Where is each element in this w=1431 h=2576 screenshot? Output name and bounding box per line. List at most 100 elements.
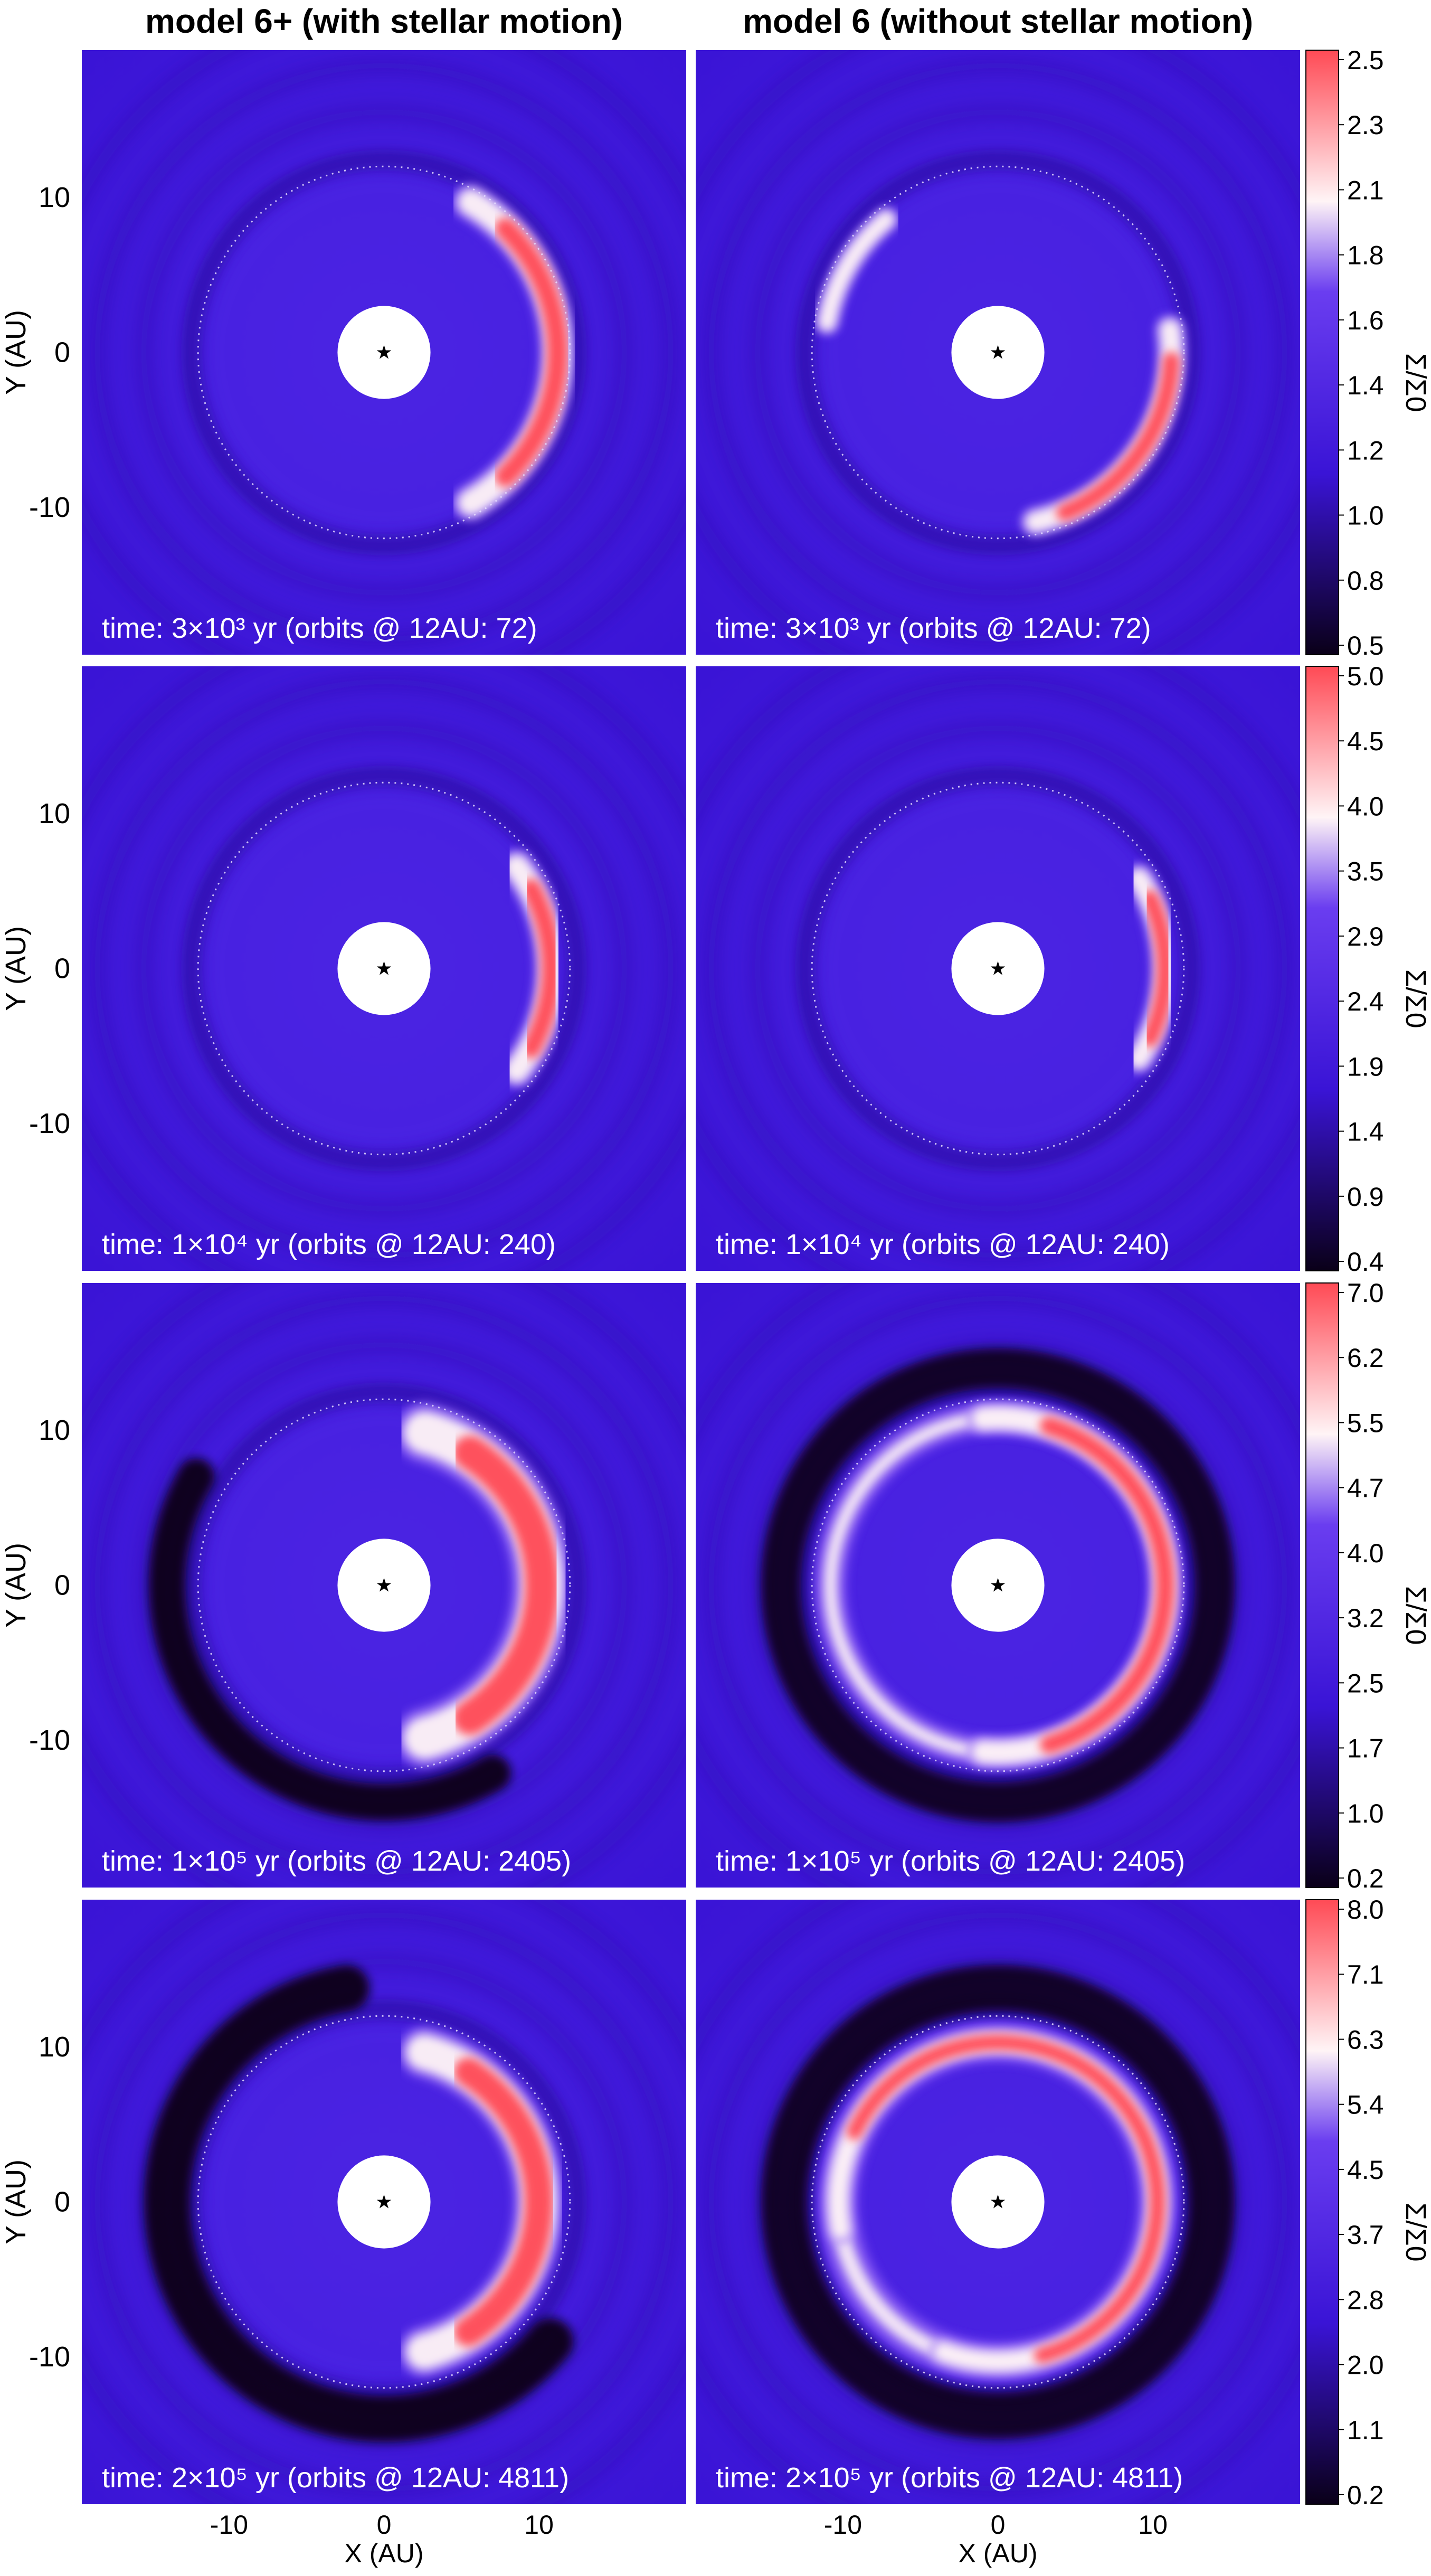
colorbar-tick-label: 1.9 <box>1347 1052 1384 1081</box>
x-tick-label: -10 <box>210 2510 248 2540</box>
star-icon: ★ <box>989 958 1006 979</box>
colorbar-tick-label: 3.5 <box>1347 857 1384 886</box>
wave-ring <box>705 1909 1291 2495</box>
dark-arc <box>144 1965 574 2442</box>
wave-ring <box>705 1292 1291 1878</box>
heatmap-panel: ★ time: 1×10⁴ yr (orbits @ 12AU: 240) <box>696 666 1300 1271</box>
y-axis-label: Y (AU) <box>0 926 32 1011</box>
vortex-core <box>453 2057 554 2347</box>
time-label: time: 1×10⁴ yr (orbits @ 12AU: 240) <box>102 1229 556 1260</box>
vortex-core <box>1039 1417 1175 1754</box>
time-label: time: 3×10³ yr (orbits @ 12AU: 72) <box>716 612 1151 644</box>
colorbar-tick-label: 2.1 <box>1347 175 1384 205</box>
x-tick-label: 10 <box>1138 2510 1168 2540</box>
panel-row-0: ★ time: 3×10³ yr (orbits @ 12AU: 72) 10 0 -1… <box>0 45 1431 660</box>
colorbar-tick-label: 0.5 <box>1347 631 1384 660</box>
y-axis-label: Y (AU) <box>0 310 32 395</box>
vortex-core <box>453 1435 560 1735</box>
heatmap-panel: ★ time: 3×10³ yr (orbits @ 12AU: 72) <box>696 50 1300 655</box>
colorbar-tick-label: 5.0 <box>1347 662 1384 691</box>
colorbar-tick-label: 2.8 <box>1347 2285 1384 2315</box>
dark-ring <box>761 1965 1235 2439</box>
inner-hole <box>951 2155 1045 2249</box>
heatmap-panel: ★ time: 1×10⁴ yr (orbits @ 12AU: 240) <box>82 666 686 1271</box>
colorbar-tick-label: 7.1 <box>1347 1960 1384 1989</box>
colorbar-tick-label: 4.0 <box>1347 1539 1384 1568</box>
wave-ring <box>91 60 677 645</box>
heatmap-panel: ★ time: 2×10⁵ yr (orbits @ 12AU: 4811) <box>82 1900 686 2504</box>
x-axis-label: X (AU) <box>345 2539 424 2568</box>
vortex-core <box>1056 352 1180 522</box>
reference-circle <box>197 1398 571 1772</box>
colorbar-tick-label: 1.0 <box>1347 501 1384 531</box>
time-label: time: 1×10⁵ yr (orbits @ 12AU: 2405) <box>716 1845 1185 1877</box>
colorbar-tick-label: 1.7 <box>1347 1734 1384 1763</box>
y-axis-label: Y (AU) <box>0 2159 32 2244</box>
gap-ring <box>181 766 587 1172</box>
colorbar-tick-label: 5.4 <box>1347 2090 1384 2120</box>
star-icon: ★ <box>989 2191 1006 2213</box>
vortex-edge <box>818 210 896 332</box>
panel-row-1: ★ time: 1×10⁴ yr (orbits @ 12AU: 240) 10 0 -… <box>0 662 1431 1277</box>
time-label: time: 2×10⁵ yr (orbits @ 12AU: 4811) <box>102 2462 569 2494</box>
star-icon: ★ <box>375 2191 392 2213</box>
reference-circle <box>811 165 1185 540</box>
gap-ring <box>795 1382 1201 1788</box>
y-tick-label: 10 <box>39 798 70 829</box>
column-title-0: model 6+ (with stellar motion) <box>145 2 623 40</box>
dark-ring <box>761 1348 1235 1823</box>
gap-ring <box>795 149 1201 555</box>
wave-ring <box>705 676 1291 1261</box>
colorbar-tick-label: 4.5 <box>1347 2155 1384 2185</box>
reference-circle <box>197 165 571 540</box>
wave-ring <box>138 106 630 599</box>
reference-circle <box>197 2015 571 2389</box>
reference-circle <box>811 2015 1185 2389</box>
colorbar-tick-label: 2.4 <box>1347 987 1384 1016</box>
colorbar <box>1305 666 1339 1271</box>
gap-ring <box>181 1999 587 2405</box>
colorbar-tick-label: 6.2 <box>1347 1343 1384 1373</box>
panel-row-2: ★ time: 1×10⁵ yr (orbits @ 12AU: 2405) 10 0… <box>0 1278 1431 1893</box>
wave-ring <box>752 722 1244 1215</box>
star-icon: ★ <box>375 1574 392 1596</box>
y-tick-label: 10 <box>39 1414 70 1446</box>
inner-hole <box>337 1539 431 1632</box>
wave-ring <box>91 676 677 1261</box>
colorbar-tick-label: 6.3 <box>1347 2025 1384 2054</box>
colorbar-tick-label: 0.9 <box>1347 1182 1384 1212</box>
colorbar <box>1305 1899 1339 2505</box>
inner-hole <box>951 306 1045 399</box>
star-icon: ★ <box>989 342 1006 363</box>
colorbar-tick-label: 3.7 <box>1347 2220 1384 2250</box>
y-tick-label: -10 <box>29 1724 70 1756</box>
time-label: time: 3×10³ yr (orbits @ 12AU: 72) <box>102 612 537 644</box>
inner-hole <box>337 922 431 1015</box>
wave-ring <box>138 722 630 1215</box>
y-tick-label: 0 <box>54 1570 70 1601</box>
star-icon: ★ <box>989 1574 1006 1596</box>
y-tick-label: 10 <box>39 2031 70 2063</box>
inner-hole <box>337 306 431 399</box>
inner-hole <box>951 1539 1045 1632</box>
star-icon: ★ <box>375 342 392 363</box>
wave-ring <box>752 106 1244 599</box>
colorbar-tick-label: 0.8 <box>1347 566 1384 596</box>
wave-ring <box>138 1339 630 1832</box>
colorbar-tick-label: 1.4 <box>1347 371 1384 400</box>
star-icon: ★ <box>375 958 392 979</box>
inner-hole <box>951 922 1045 1015</box>
y-tick-label: 0 <box>54 953 70 985</box>
reference-circle <box>811 781 1185 1156</box>
colorbar-tick-label: 1.0 <box>1347 1799 1384 1828</box>
gap-ring <box>795 766 1201 1172</box>
heatmap-panel: ★ time: 3×10³ yr (orbits @ 12AU: 72) <box>82 50 686 655</box>
colorbar-tick-label: 1.6 <box>1347 306 1384 335</box>
colorbar-tick-label: 1.8 <box>1347 241 1384 270</box>
colorbar-tick-label: 2.5 <box>1347 1668 1384 1698</box>
colorbar-tick-label: 7.0 <box>1347 1278 1384 1308</box>
colorbar-label: Σ/Σ0 <box>1400 353 1431 412</box>
colorbar-tick-label: 8.0 <box>1347 1895 1384 1924</box>
x-tick-label: 0 <box>991 2510 1006 2540</box>
